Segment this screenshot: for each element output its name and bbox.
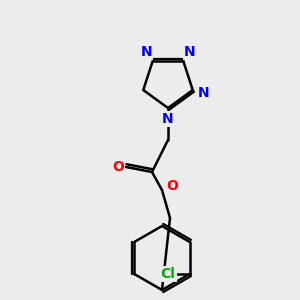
Text: N: N — [197, 86, 209, 100]
Text: N: N — [184, 45, 196, 59]
Text: Cl: Cl — [160, 267, 175, 281]
Text: N: N — [140, 45, 152, 59]
Text: N: N — [162, 112, 174, 126]
Text: O: O — [166, 179, 178, 193]
Text: O: O — [112, 160, 124, 174]
